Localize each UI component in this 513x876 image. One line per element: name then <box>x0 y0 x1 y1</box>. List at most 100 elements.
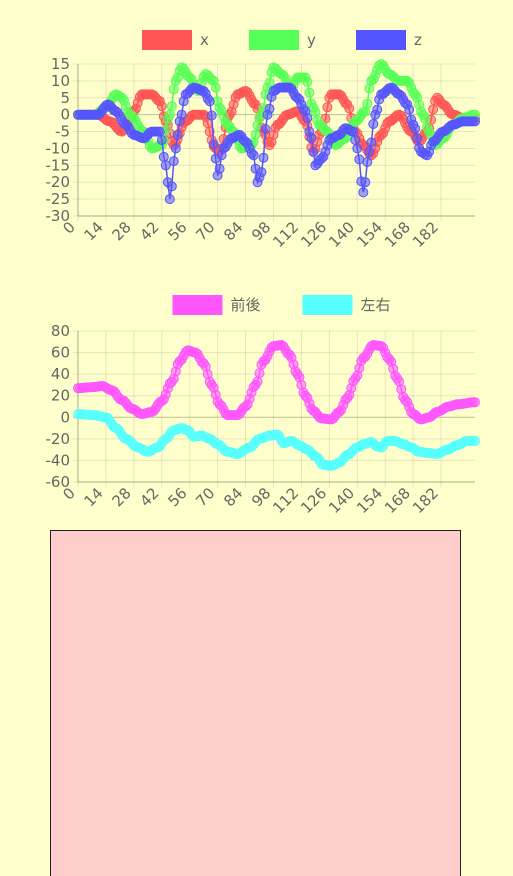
y-tick-label: -20 <box>46 430 71 448</box>
x-tick-label: 112 <box>269 218 302 251</box>
x-tick-label: 42 <box>136 218 162 244</box>
data-point <box>250 129 261 140</box>
data-point <box>352 143 363 154</box>
legend-label: x <box>200 31 209 49</box>
data-point <box>410 123 421 134</box>
data-point <box>210 82 221 93</box>
y-tick-label: -20 <box>46 173 71 191</box>
data-point <box>156 101 167 112</box>
x-tick-label: 70 <box>192 218 218 244</box>
data-point <box>412 133 423 144</box>
data-point <box>428 104 439 115</box>
data-point <box>258 152 269 163</box>
x-tick-label: 28 <box>108 218 134 244</box>
series-z <box>73 82 480 205</box>
data-point <box>362 157 373 167</box>
data-point <box>168 156 179 167</box>
y-tick-label: 10 <box>51 72 70 90</box>
data-point <box>208 139 219 150</box>
y-tick-label: 80 <box>51 322 70 340</box>
legend-label: 前後 <box>231 296 261 314</box>
data-point <box>470 116 480 127</box>
data-point <box>172 129 183 140</box>
legend-swatch-前後 <box>172 295 223 315</box>
x-tick-label: 154 <box>353 484 386 517</box>
legend-swatch-z <box>356 30 406 50</box>
data-point <box>248 150 259 161</box>
data-point <box>348 126 359 137</box>
y-tick-label: 0 <box>60 106 70 124</box>
data-point <box>420 113 431 124</box>
x-tick-label: 126 <box>297 484 330 517</box>
data-point <box>364 146 375 157</box>
series-前後 <box>73 340 480 425</box>
y-tick-label: 0 <box>60 408 70 426</box>
data-point <box>206 110 217 121</box>
legend-swatch-y <box>249 30 299 50</box>
y-tick-label: -25 <box>46 190 71 208</box>
x-tick-label: 28 <box>108 484 134 510</box>
data-point <box>264 103 275 114</box>
data-point <box>214 163 225 174</box>
data-point <box>304 87 315 98</box>
y-tick-label: -30 <box>46 207 71 225</box>
x-tick-label: 56 <box>164 218 190 244</box>
x-tick-label: 182 <box>409 218 442 251</box>
x-tick-label: 140 <box>325 484 358 517</box>
data-point <box>368 119 379 129</box>
y-tick-label: 5 <box>60 89 70 107</box>
legend-label: z <box>414 31 422 49</box>
x-tick-label: 14 <box>81 484 107 510</box>
x-tick-label: 140 <box>325 218 358 251</box>
data-point <box>170 143 181 154</box>
data-point <box>254 368 265 379</box>
x-tick-label: 168 <box>381 218 414 251</box>
y-tick-label: -15 <box>46 156 71 174</box>
y-tick-label: -60 <box>46 473 71 491</box>
data-point <box>176 109 187 120</box>
data-point <box>470 436 480 446</box>
x-tick-label: 14 <box>81 218 107 244</box>
data-point <box>204 96 215 107</box>
legend-label: 左右 <box>361 296 391 314</box>
data-point <box>362 98 373 109</box>
y-tick-label: -10 <box>46 139 71 157</box>
x-tick-label: 126 <box>297 218 330 251</box>
y-tick-label: 60 <box>51 344 70 362</box>
data-point <box>308 146 319 157</box>
data-point <box>156 135 167 145</box>
data-point <box>470 397 480 408</box>
data-point <box>366 137 377 148</box>
legend-label: y <box>307 31 316 49</box>
data-point <box>350 135 361 145</box>
data-point <box>372 104 383 115</box>
x-tick-label: 154 <box>353 218 386 251</box>
data-point <box>164 109 175 120</box>
data-point <box>256 167 267 178</box>
data-point <box>322 102 333 113</box>
y-tick-label: 20 <box>51 387 70 405</box>
data-point <box>344 103 355 114</box>
x-tick-label: 84 <box>220 484 246 510</box>
x-tick-label: 70 <box>192 484 218 510</box>
data-point <box>302 77 313 87</box>
drawing-canvas[interactable] <box>50 530 461 876</box>
x-tick-label: 168 <box>381 484 414 517</box>
y-tick-label: -40 <box>46 451 71 469</box>
data-point <box>164 194 175 205</box>
data-point <box>160 160 171 171</box>
data-point <box>252 376 263 387</box>
x-tick-label: 84 <box>220 218 246 244</box>
legend-swatch-左右 <box>302 295 353 315</box>
data-point <box>168 84 179 95</box>
x-tick-label: 112 <box>269 484 302 517</box>
data-point <box>260 124 271 134</box>
data-point <box>158 151 169 162</box>
x-tick-label: 56 <box>164 484 190 510</box>
x-tick-label: 182 <box>409 484 442 517</box>
y-tick-label: 15 <box>51 55 70 73</box>
series-左右 <box>73 409 480 471</box>
data-point <box>166 181 177 192</box>
data-point <box>358 187 369 198</box>
y-tick-label: -5 <box>55 123 70 141</box>
